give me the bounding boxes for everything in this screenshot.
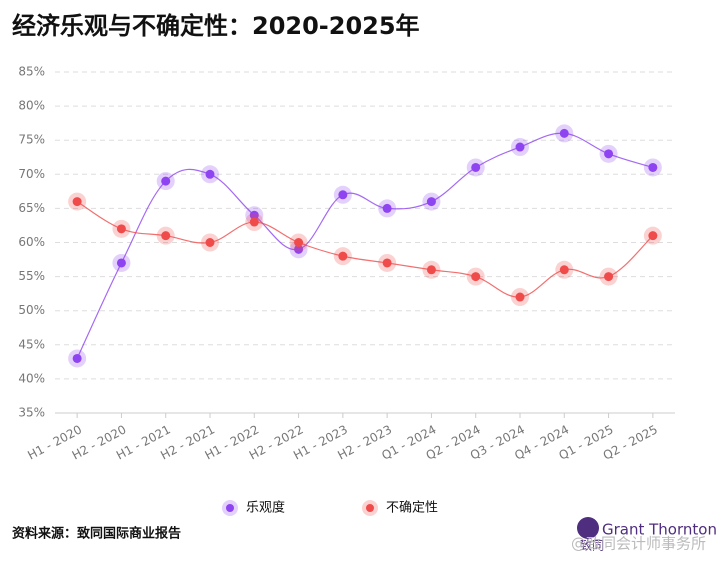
marker bbox=[471, 272, 481, 282]
marker bbox=[249, 217, 259, 227]
legend-label: 乐观度 bbox=[246, 500, 285, 516]
marker bbox=[338, 190, 348, 200]
marker bbox=[72, 197, 82, 207]
marker bbox=[426, 197, 436, 207]
legend-label: 不确定性 bbox=[386, 501, 438, 516]
marker bbox=[116, 258, 126, 268]
y-tick-label: 85% bbox=[18, 65, 45, 79]
logo-sub: 致同 bbox=[580, 539, 604, 553]
marker bbox=[471, 162, 481, 172]
source: 资料来源：致同国际商业报告 bbox=[12, 526, 181, 542]
y-tick-label: 70% bbox=[18, 167, 45, 181]
marker bbox=[294, 238, 304, 247]
marker bbox=[648, 231, 658, 241]
marker bbox=[382, 203, 392, 213]
y-tick-label: 50% bbox=[18, 303, 45, 317]
logo-icon bbox=[577, 517, 599, 539]
chart-title: 经济乐观与不确定性：2020-2025年 bbox=[12, 12, 420, 40]
marker bbox=[559, 128, 569, 138]
legend-marker bbox=[226, 504, 234, 512]
marker bbox=[72, 353, 82, 363]
marker bbox=[161, 176, 171, 186]
marker bbox=[559, 265, 569, 275]
marker bbox=[294, 244, 304, 254]
marker bbox=[249, 210, 259, 220]
marker bbox=[205, 169, 215, 179]
marker bbox=[604, 149, 614, 159]
legend-marker bbox=[366, 504, 374, 512]
y-tick-label: 35% bbox=[18, 406, 45, 420]
marker bbox=[604, 272, 614, 282]
logo: Grant Thornton bbox=[602, 521, 717, 539]
marker bbox=[116, 224, 126, 234]
marker bbox=[382, 258, 392, 268]
marker bbox=[515, 142, 525, 152]
y-tick-label: 65% bbox=[18, 201, 45, 215]
y-tick-label: 80% bbox=[18, 99, 45, 113]
watermark: @致同会计师事务所 bbox=[571, 535, 706, 553]
y-tick-label: 45% bbox=[18, 337, 45, 351]
y-tick-label: 60% bbox=[18, 235, 45, 249]
marker bbox=[648, 162, 658, 172]
marker bbox=[338, 251, 348, 261]
y-tick-label: 75% bbox=[18, 133, 45, 147]
marker bbox=[205, 238, 215, 247]
marker bbox=[426, 265, 436, 275]
y-tick-label: 55% bbox=[18, 269, 45, 283]
marker bbox=[161, 231, 171, 241]
marker bbox=[515, 292, 525, 302]
y-tick-label: 40% bbox=[18, 371, 45, 385]
